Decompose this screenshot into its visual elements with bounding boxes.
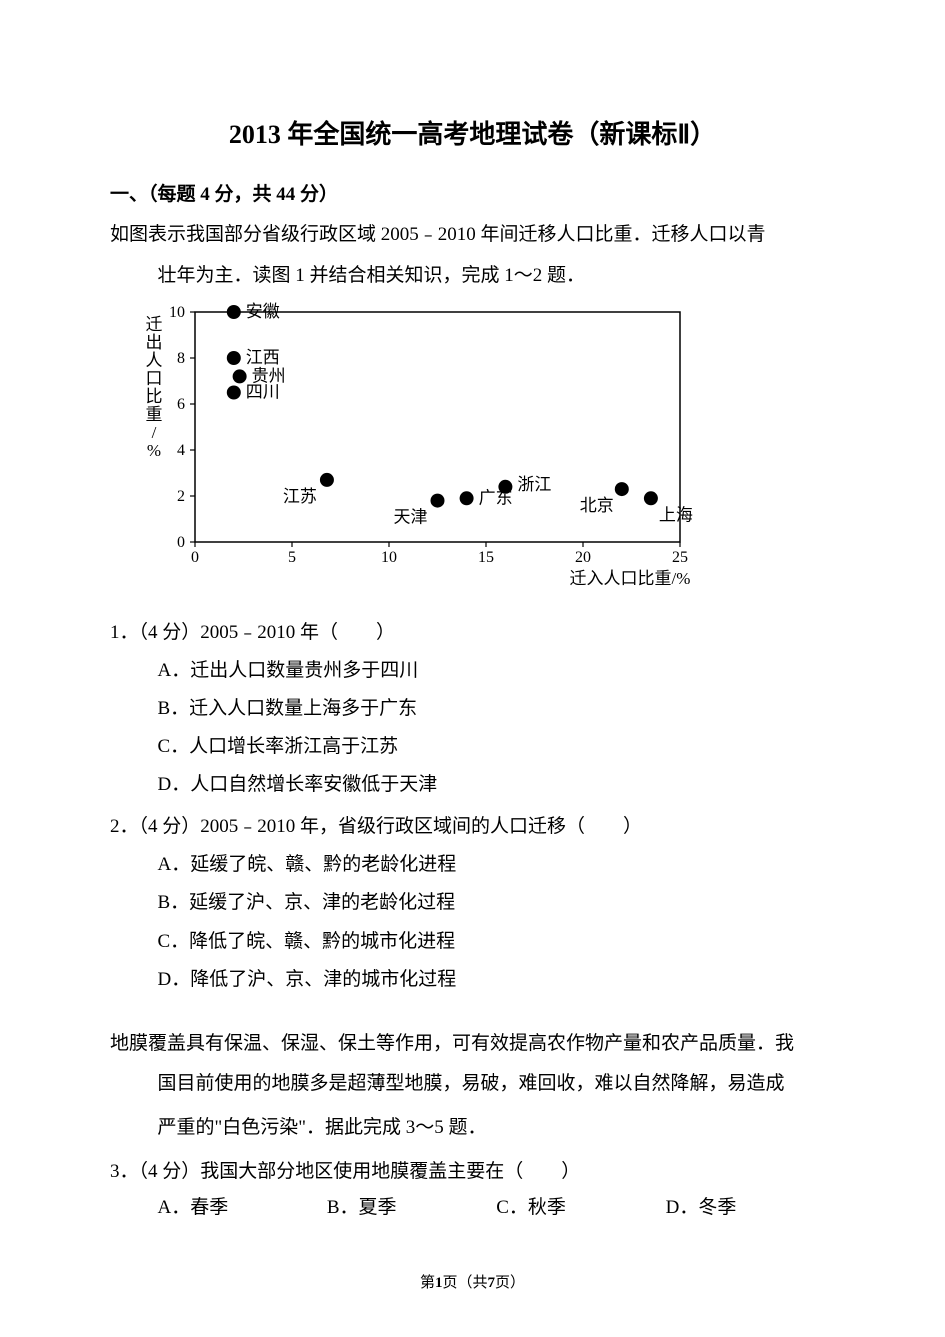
svg-text:6: 6	[177, 396, 185, 413]
passage2-line2: 国目前使用的地膜多是超薄型地膜，易破，难回收，难以自然降解，易造成	[110, 1066, 835, 1102]
footer-prefix: 第	[420, 1275, 435, 1291]
svg-text:10: 10	[169, 304, 185, 321]
q1-choice-b: B．迁入人口数量上海多于广东	[158, 691, 836, 727]
svg-text:比: 比	[146, 387, 163, 406]
question-1: 1．（4 分）2005﹣2010 年（ ） A．迁出人口数量贵州多于四川 B．迁…	[110, 615, 835, 803]
exam-page: 2013 年全国统一高考地理试卷（新课标Ⅱ） 一、（每题 4 分，共 44 分）…	[0, 0, 945, 1337]
svg-text:10: 10	[381, 549, 397, 566]
svg-text:口: 口	[146, 369, 163, 388]
q3-choices: A．春季 B．夏季 C．秋季 D．冬季	[110, 1190, 835, 1226]
question-3: 3．（4 分）我国大部分地区使用地膜覆盖主要在（ ） A．春季 B．夏季 C．秋…	[110, 1154, 835, 1226]
svg-text:迁入人口比重/%: 迁入人口比重/%	[570, 569, 691, 588]
svg-text:天津: 天津	[394, 507, 428, 526]
q3-choice-c: C．秋季	[496, 1190, 665, 1226]
q1-choice-d: D．人口自然增长率安徽低于天津	[158, 767, 836, 803]
q3-choice-d: D．冬季	[666, 1190, 835, 1226]
q3-stem: 3．（4 分）我国大部分地区使用地膜覆盖主要在（ ）	[110, 1154, 835, 1190]
section-header: 一、（每题 4 分，共 44 分）	[110, 177, 835, 213]
svg-text:2: 2	[177, 488, 185, 505]
footer-mid: 页（共	[442, 1275, 487, 1291]
svg-text:安徽: 安徽	[246, 302, 280, 321]
svg-text:15: 15	[478, 549, 494, 566]
svg-text:人: 人	[146, 351, 163, 370]
migration-scatter-chart: 05101520250246810迁入人口比重/%迁出人口比重/%安徽江西贵州四…	[140, 302, 835, 605]
question-2: 2．（4 分）2005﹣2010 年，省级行政区域间的人口迁移（ ） A．延缓了…	[110, 809, 835, 997]
svg-text:出: 出	[146, 333, 163, 352]
svg-text:8: 8	[177, 350, 185, 367]
footer-total: 7	[488, 1275, 496, 1291]
svg-text:浙江: 浙江	[517, 474, 551, 493]
svg-text:上海: 上海	[659, 505, 693, 524]
svg-text:重: 重	[146, 405, 163, 424]
passage1-line1: 如图表示我国部分省级行政区域 2005﹣2010 年间迁移人口比重．迁移人口以青	[110, 217, 835, 253]
q2-choices: A．延缓了皖、赣、黔的老龄化进程 B．延缓了沪、京、津的老龄化过程 C．降低了皖…	[110, 847, 835, 997]
svg-text:20: 20	[575, 549, 591, 566]
svg-text:四川: 四川	[246, 382, 280, 401]
svg-text:江苏: 江苏	[283, 487, 317, 506]
svg-text:北京: 北京	[580, 496, 614, 515]
q2-stem: 2．（4 分）2005﹣2010 年，省级行政区域间的人口迁移（ ）	[110, 809, 835, 845]
svg-text:25: 25	[672, 549, 688, 566]
svg-text:江西: 江西	[246, 348, 280, 367]
svg-text:/: /	[152, 423, 157, 442]
q2-choice-a: A．延缓了皖、赣、黔的老龄化进程	[158, 847, 836, 883]
q1-choices: A．迁出人口数量贵州多于四川 B．迁入人口数量上海多于广东 C．人口增长率浙江高…	[110, 653, 835, 803]
svg-text:5: 5	[288, 549, 296, 566]
passage2: 地膜覆盖具有保温、保湿、保土等作用，可有效提高农作物产量和农产品质量．我 国目前…	[110, 1026, 835, 1146]
svg-text:4: 4	[177, 442, 185, 459]
page-footer: 第1页（共7页）	[0, 1269, 945, 1298]
exam-title: 2013 年全国统一高考地理试卷（新课标Ⅱ）	[110, 110, 835, 159]
svg-text:0: 0	[177, 534, 185, 551]
q1-stem: 1．（4 分）2005﹣2010 年（ ）	[110, 615, 835, 651]
svg-text:迁: 迁	[146, 315, 163, 334]
q3-choice-b: B．夏季	[327, 1190, 496, 1226]
svg-text:%: %	[147, 441, 161, 460]
q1-choice-a: A．迁出人口数量贵州多于四川	[158, 653, 836, 689]
q1-choice-c: C．人口增长率浙江高于江苏	[158, 729, 836, 765]
q2-choice-d: D．降低了沪、京、津的城市化过程	[158, 962, 836, 998]
q3-choice-a: A．春季	[158, 1190, 327, 1226]
q2-choice-c: C．降低了皖、赣、黔的城市化进程	[158, 924, 836, 960]
passage2-line3: 严重的"白色污染"．据此完成 3～5 题．	[110, 1110, 835, 1146]
svg-text:0: 0	[191, 549, 199, 566]
footer-suffix: 页）	[495, 1275, 525, 1291]
passage1-line2: 壮年为主．读图 1 并结合相关知识，完成 1～2 题．	[110, 258, 835, 294]
passage2-line1: 地膜覆盖具有保温、保湿、保土等作用，可有效提高农作物产量和农产品质量．我	[110, 1026, 835, 1062]
q2-choice-b: B．延缓了沪、京、津的老龄化过程	[158, 885, 836, 921]
